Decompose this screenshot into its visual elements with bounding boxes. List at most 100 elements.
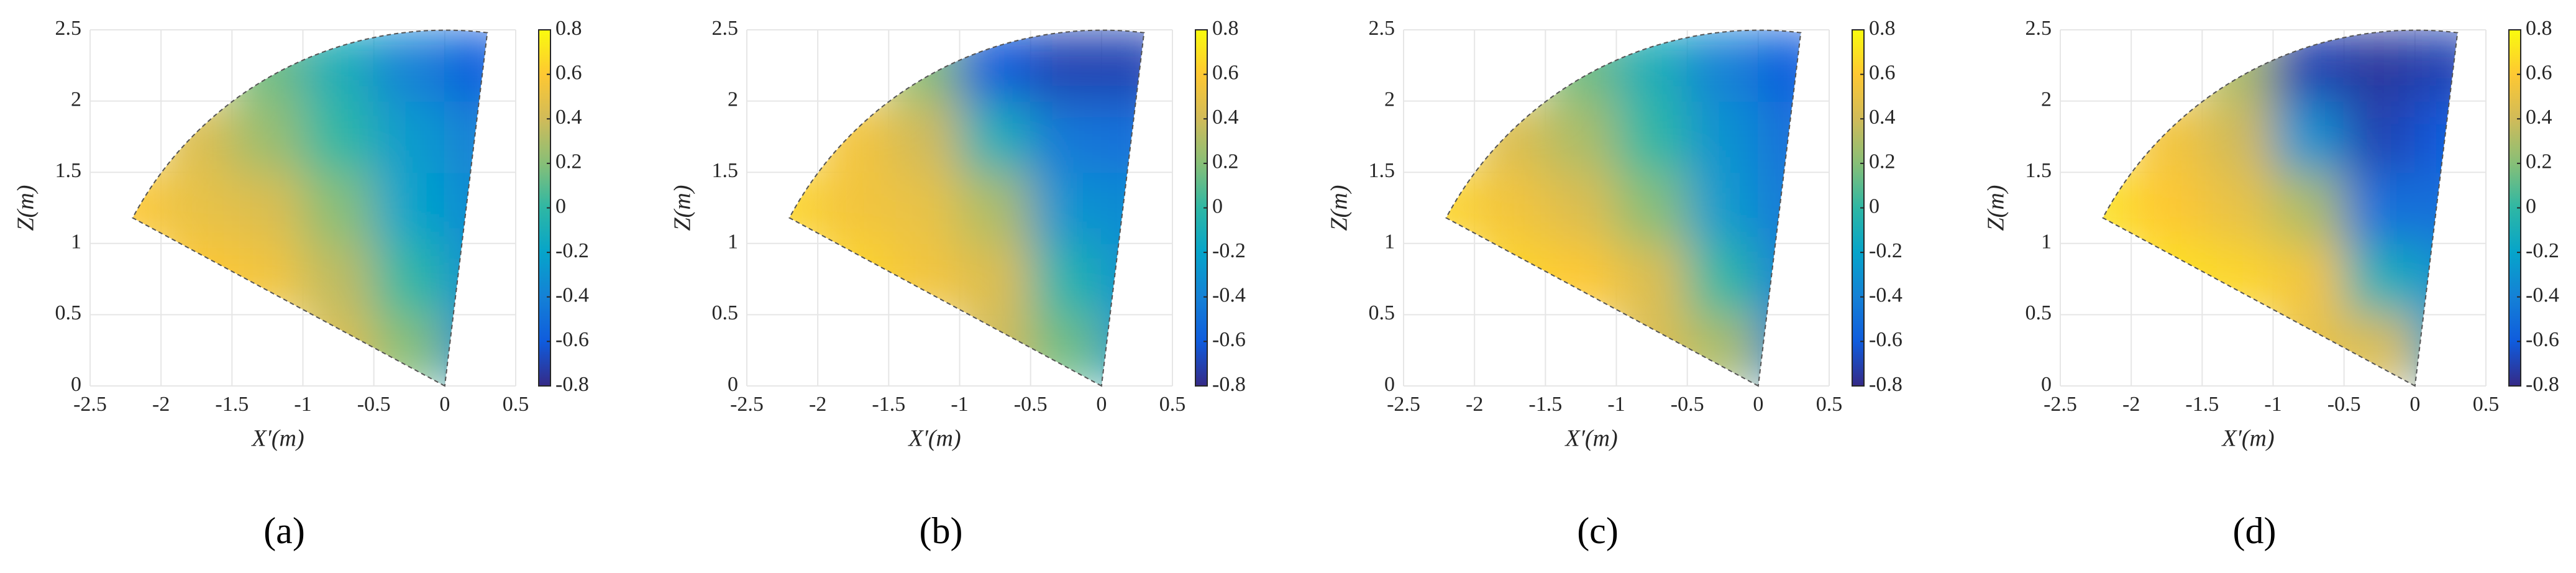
x-tick-label: -0.5 <box>357 393 391 416</box>
x-axis-label: X′(m) <box>250 426 304 452</box>
heat-cell <box>1100 172 1144 244</box>
x-tick-label: 0.5 <box>1816 393 1843 416</box>
panel-label: (a) <box>263 510 305 551</box>
y-tick-label: 2.5 <box>1369 17 1395 40</box>
heat-cell <box>302 100 375 173</box>
heat-cell <box>2272 314 2345 386</box>
x-tick-label: -2 <box>809 393 826 416</box>
heat-cell <box>959 242 1031 316</box>
heat-cell <box>2272 30 2345 102</box>
y-tick-label: 0 <box>1384 373 1395 396</box>
heat-cell <box>1757 314 1801 386</box>
heat-cell <box>1615 30 1688 102</box>
heat-cell <box>2343 30 2416 102</box>
heat-cell <box>2201 100 2274 173</box>
heat-cell <box>231 30 304 102</box>
y-tick-label: 0 <box>71 373 81 396</box>
y-tick-label: 0 <box>728 373 738 396</box>
panel: -2.5 -2 -1.5 -1 -0.5 0 0.5 0 0.5 1 1.5 2 2.5 X′(m) Z(m… <box>1983 17 2559 551</box>
heat-cell <box>1686 314 1759 386</box>
heat-cell <box>817 100 890 173</box>
heat-cell <box>2343 172 2416 244</box>
panel: -2.5 -2 -1.5 -1 -0.5 0 0.5 0 0.5 1 1.5 2 2.5 X′(m) Z(m… <box>670 17 1246 551</box>
panel-label: (b) <box>920 510 963 551</box>
x-tick-label: -1.5 <box>2185 393 2219 416</box>
heat-cell <box>959 314 1031 387</box>
colorbar-tick-label: -0.6 <box>2526 328 2559 351</box>
x-axis-label: X′(m) <box>1564 426 1617 452</box>
heat-cell <box>1545 172 1617 244</box>
heat-cell <box>888 172 961 244</box>
heat-cell <box>1474 172 1546 244</box>
heat-cell <box>2131 242 2203 316</box>
y-tick-label: 0.5 <box>55 301 82 324</box>
wedge-outline <box>2102 29 2459 387</box>
heat-cell <box>132 172 162 244</box>
heat-cell <box>1615 172 1688 244</box>
y-tick-label: 1 <box>1384 231 1395 254</box>
x-tick-label: -1 <box>2264 393 2281 416</box>
colorbar-tick-label: 0.6 <box>555 61 582 84</box>
x-tick-label: -2.5 <box>730 393 764 416</box>
colorbar-tick-label: -0.6 <box>555 328 589 351</box>
y-tick-label: 1 <box>728 231 738 254</box>
heat-cell <box>302 172 375 244</box>
heat-cell <box>1686 172 1759 244</box>
heat-cell <box>817 242 890 316</box>
x-tick-label: -1 <box>951 393 968 416</box>
y-tick-label: 1 <box>2041 231 2052 254</box>
heat-cell <box>160 242 233 316</box>
heat-cell <box>302 314 375 386</box>
heat-cell <box>1686 242 1759 316</box>
heat-cell <box>373 100 445 173</box>
heat-cell <box>231 100 304 173</box>
colorbar-tick-label: -0.2 <box>1869 239 1902 262</box>
x-tick-label: 0 <box>2409 393 2420 416</box>
heat-cell <box>373 242 445 316</box>
heat-cell <box>2131 172 2203 244</box>
y-axis-label: Z(m) <box>13 185 39 231</box>
colorbar-tick-label: -0.4 <box>2526 284 2559 307</box>
heat-cell <box>1474 242 1546 316</box>
colorbar-tick-label: 0.8 <box>1869 17 1896 40</box>
heat-cell <box>959 30 1031 102</box>
heat-cell <box>2272 172 2345 244</box>
heat-cell <box>1615 100 1688 173</box>
y-tick-label: 1.5 <box>55 159 82 182</box>
colorbar-tick-label: 0 <box>1212 195 1223 218</box>
colorbar-tick-label: -0.4 <box>1212 284 1246 307</box>
colorbar-tick-label: 0.6 <box>1212 61 1239 84</box>
y-tick-label: 1 <box>71 231 81 254</box>
y-tick-label: 0.5 <box>2026 301 2052 324</box>
y-tick-label: 1.5 <box>2026 159 2052 182</box>
y-tick-label: 2 <box>728 88 738 111</box>
heat-cell <box>373 30 445 102</box>
heat-cell <box>444 172 488 244</box>
y-axis-label: Z(m) <box>1983 185 2009 231</box>
heat-cell <box>373 314 445 386</box>
wedge-outline <box>132 29 488 387</box>
y-tick-label: 2.5 <box>55 17 82 40</box>
x-tick-label: -2.5 <box>1387 393 1420 416</box>
heat-cell <box>2272 100 2345 173</box>
heat-cell <box>2201 172 2274 244</box>
x-tick-label: 0.5 <box>503 393 529 416</box>
heat-cell <box>160 100 233 173</box>
heat-cell <box>160 172 233 244</box>
y-tick-label: 0.5 <box>1369 301 1395 324</box>
y-tick-label: 2 <box>1384 88 1395 111</box>
heat-cell <box>1757 172 1801 244</box>
heat-cell <box>2103 172 2132 244</box>
y-tick-label: 0 <box>2041 373 2052 396</box>
heat-cell <box>1757 100 1801 173</box>
x-tick-label: 0 <box>1096 393 1107 416</box>
x-tick-label: -1.5 <box>1528 393 1562 416</box>
heat-cell <box>1446 172 1476 244</box>
colorbar-tick-label: 0.6 <box>2526 61 2552 84</box>
heat-cell <box>789 172 819 244</box>
heat-cell <box>2131 100 2203 173</box>
heat-cell <box>2272 242 2345 316</box>
colorbar-tick-label: -0.8 <box>1212 373 1246 396</box>
colorbar-tick-label: 0.2 <box>555 150 582 173</box>
